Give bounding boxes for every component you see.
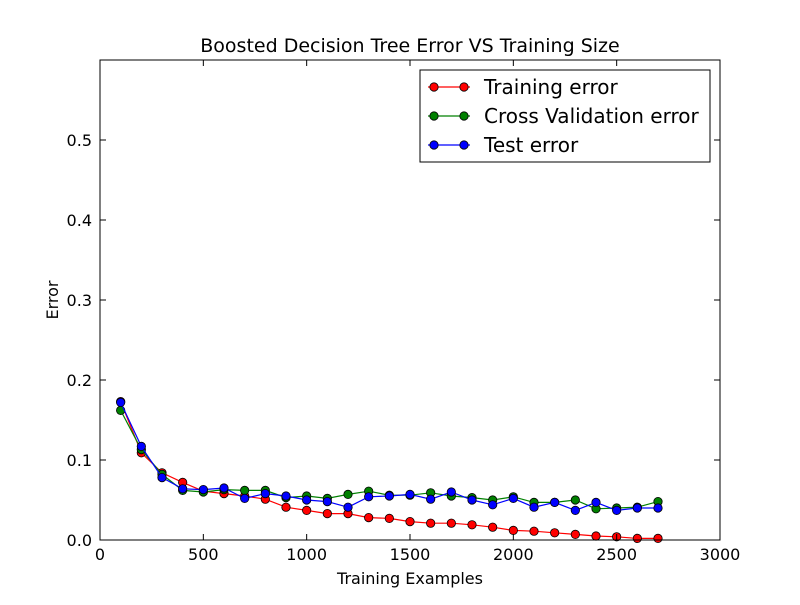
y-axis-label: Error <box>43 280 62 319</box>
axis-ticks: 0 500 1000 1500 2000 2500 3000 0.0 0.1 0.2 0.3 0.4 0… <box>67 60 741 564</box>
data-point <box>570 529 580 540</box>
data-point <box>426 518 436 528</box>
data-point <box>405 489 415 499</box>
legend-item: Cross Validation error <box>428 104 699 128</box>
data-point <box>467 520 477 530</box>
data-point <box>591 497 601 507</box>
data-point <box>405 516 415 527</box>
chart-title: Boosted Decision Tree Error VS Training … <box>200 35 619 57</box>
x-tick-label: 2500 <box>596 545 637 564</box>
legend-marker <box>429 140 439 150</box>
data-point <box>136 441 146 451</box>
legend-marker <box>429 111 439 121</box>
data-point <box>364 492 374 502</box>
legend-marker <box>459 82 469 92</box>
x-tick-label: 2000 <box>493 545 534 564</box>
data-point <box>302 495 312 505</box>
legend-marker <box>459 111 469 121</box>
data-point <box>281 502 291 512</box>
data-point <box>343 489 353 499</box>
x-axis-label: Training Examples <box>336 569 483 588</box>
data-point <box>653 503 663 513</box>
data-point <box>488 522 498 532</box>
data-point <box>508 525 518 536</box>
data-point <box>591 531 601 541</box>
x-tick-label: 0 <box>95 545 105 564</box>
data-point <box>446 518 456 528</box>
data-point <box>240 493 250 503</box>
legend-marker <box>459 140 469 150</box>
data-point <box>219 483 229 493</box>
legend-marker <box>429 82 439 92</box>
x-tick-label: 1000 <box>286 545 327 564</box>
y-tick-label: 0.1 <box>67 451 92 470</box>
data-point <box>260 488 270 499</box>
legend-item: Training error <box>428 75 618 99</box>
data-point <box>529 502 539 512</box>
data-point <box>116 397 126 407</box>
data-point <box>467 495 477 505</box>
plot-marks <box>116 396 663 544</box>
data-point <box>157 472 167 483</box>
legend-label: Cross Validation error <box>484 104 699 128</box>
x-tick-label: 500 <box>188 545 219 564</box>
data-point <box>632 503 642 513</box>
data-point <box>343 502 353 512</box>
x-tick-label: 3000 <box>700 545 741 564</box>
y-tick-label: 0.4 <box>67 211 92 230</box>
data-point <box>446 487 456 497</box>
legend-item: Test error <box>428 133 579 157</box>
legend: Training error Cross Validation error Test… <box>419 69 711 163</box>
data-point <box>322 496 332 507</box>
data-point <box>612 505 622 515</box>
data-point <box>178 484 188 494</box>
y-tick-label: 0.0 <box>67 531 92 550</box>
data-point <box>570 495 580 505</box>
data-point <box>364 512 374 523</box>
series-3 <box>116 397 663 515</box>
data-point <box>529 526 539 536</box>
legend-label: Training error <box>483 75 618 99</box>
data-point <box>240 485 250 495</box>
data-point <box>550 528 560 538</box>
data-point <box>488 500 498 510</box>
data-point <box>322 508 332 519</box>
y-tick-label: 0.2 <box>67 371 92 390</box>
data-point <box>550 497 560 507</box>
data-point <box>281 491 291 501</box>
y-tick-label: 0.5 <box>67 131 92 150</box>
data-point <box>302 505 312 515</box>
legend-label: Test error <box>483 133 579 157</box>
data-point <box>632 533 642 544</box>
data-point <box>384 491 394 501</box>
data-point <box>570 505 580 515</box>
y-tick-label: 0.3 <box>67 291 92 310</box>
data-point <box>384 513 394 524</box>
x-tick-label: 1500 <box>390 545 431 564</box>
data-point <box>198 484 208 495</box>
data-point <box>508 493 518 503</box>
data-point <box>426 494 436 504</box>
data-point <box>653 533 663 544</box>
